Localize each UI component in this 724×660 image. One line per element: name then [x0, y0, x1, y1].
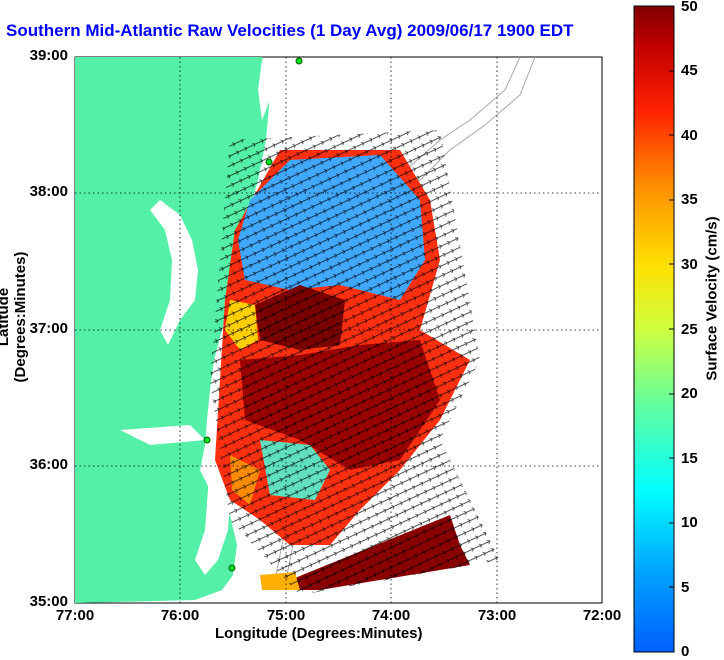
y-axis-label: Latitude (Degrees:Minutes) [0, 251, 29, 383]
map-grid [75, 57, 602, 603]
x-axis-label: Longitude (Degrees:Minutes) [215, 625, 423, 642]
colorbar [633, 5, 675, 653]
y-tick-label: 37:00 [29, 320, 68, 337]
colorbar-tick-label: 35 [681, 191, 698, 208]
colorbar-tick-label: 30 [681, 256, 698, 273]
y-tick-label: 38:00 [29, 183, 68, 200]
map-title: Southern Mid-Atlantic Raw Velocities (1 … [6, 21, 574, 40]
colorbar-tick-label: 45 [681, 62, 698, 79]
x-tick-label: 76:00 [160, 607, 200, 624]
y-tick-label: 39:00 [29, 47, 68, 64]
colorbar-label: Surface Velocity (cm/s) [703, 216, 721, 381]
radar-stations [203, 57, 303, 572]
colorbar-ticks [669, 70, 674, 588]
x-tick-label: 74:00 [371, 607, 411, 624]
albemarle-sound [120, 425, 205, 445]
colorbar-tick-label: 25 [681, 321, 698, 338]
colorbar-tick-label: 50 [681, 0, 698, 15]
colorbar-tick-label: 15 [681, 450, 698, 467]
x-tick-label: 77:00 [55, 607, 95, 624]
x-tick-label: 75:00 [266, 607, 306, 624]
pamlico-sound [195, 455, 230, 575]
colorbar-tick-label: 5 [681, 579, 690, 596]
y-tick-label: 36:00 [29, 456, 68, 473]
colorbar-tick-label: 0 [681, 643, 690, 660]
velocity-field [210, 130, 500, 595]
y-tick-label: 35:00 [29, 593, 68, 610]
colorbar-tick-label: 20 [681, 385, 698, 402]
colorbar-tick-label: 10 [681, 514, 698, 531]
chesapeake-bay [150, 200, 198, 345]
delaware-bay [258, 60, 275, 120]
x-tick-label: 72:00 [582, 607, 622, 624]
colorbar-tick-label: 40 [681, 127, 698, 144]
x-tick-label: 73:00 [477, 607, 517, 624]
